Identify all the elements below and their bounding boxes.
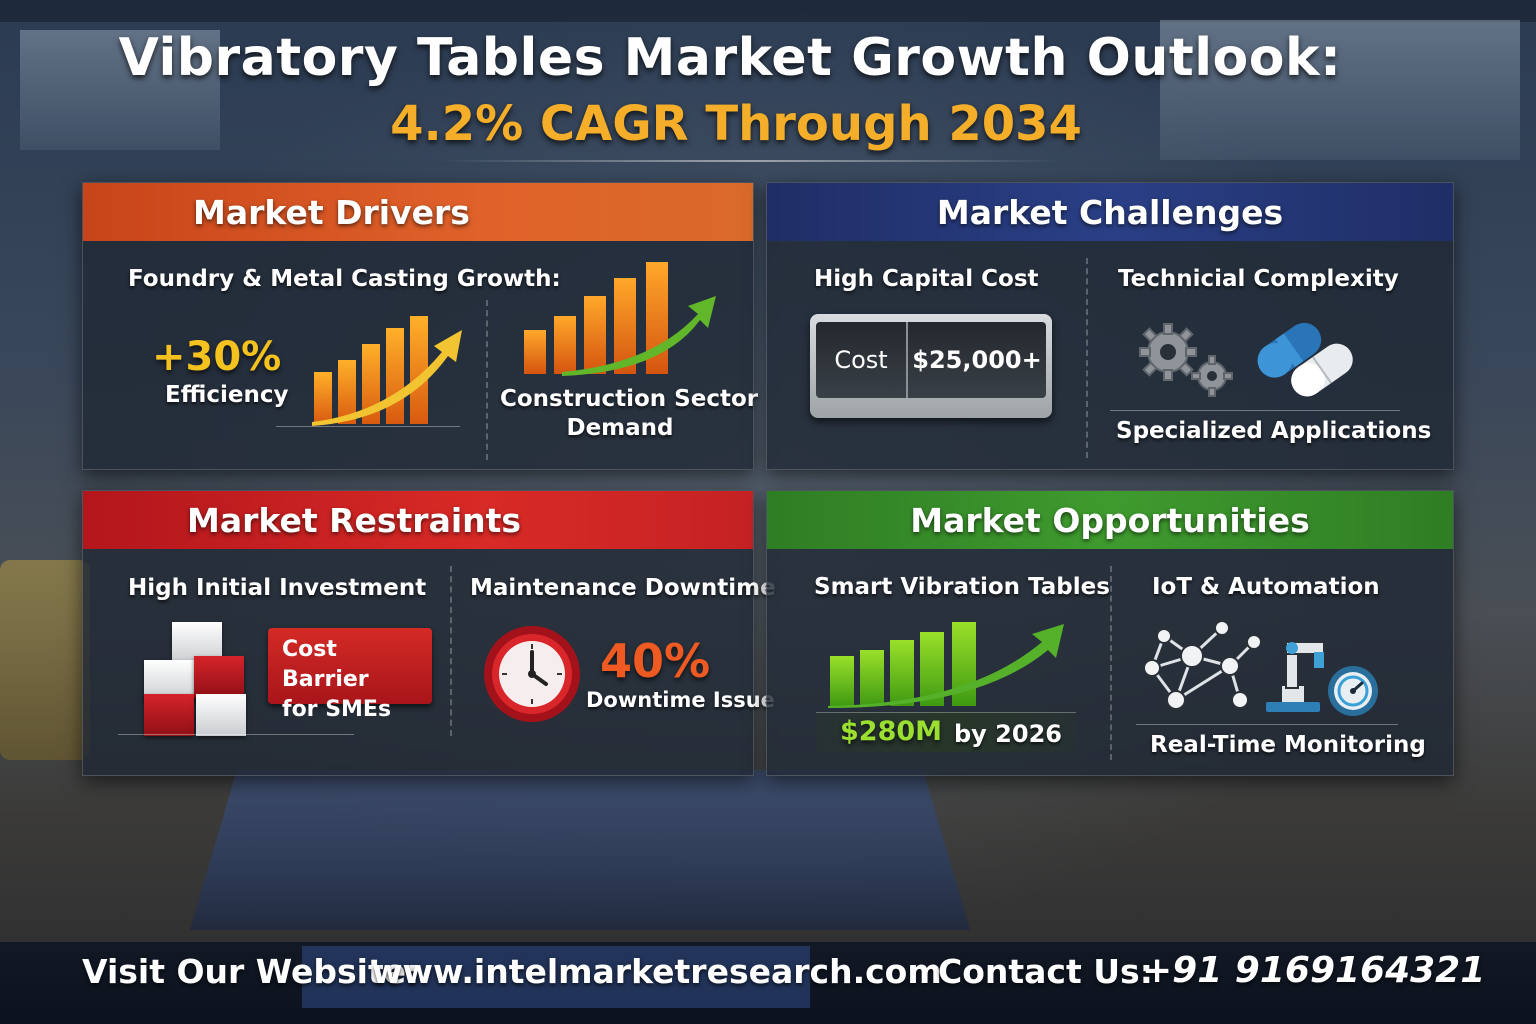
footer-contact-label: Contact Us: [938, 952, 1153, 991]
restraints-rule-left [118, 734, 354, 735]
drivers-panel: Market Drivers [82, 182, 754, 470]
challenges-col1-label: High Capital Cost [814, 266, 1039, 292]
cost-barrier-line1: Cost Barrier [282, 637, 369, 692]
network-icon [1136, 618, 1268, 714]
opportunities-col1-label: Smart Vibration Tables [814, 574, 1110, 600]
restraints-divider [450, 566, 452, 736]
bg-beam [0, 0, 1536, 22]
gauge-icon [1326, 664, 1380, 718]
block [144, 694, 194, 736]
block [196, 694, 246, 736]
restraints-stat: 40% [600, 634, 711, 688]
footer-url-highlight [302, 946, 810, 1008]
drivers-item2-label-line1: Construction Sector [500, 386, 759, 412]
opportunities-value-bar [816, 712, 1076, 752]
cost-display: Cost $25,000+ [810, 314, 1052, 418]
restraints-col2-label: Maintenance Downtime [470, 575, 776, 601]
title-divider [440, 160, 1060, 162]
capsule-icon [1248, 310, 1356, 400]
cost-screen: Cost $25,000+ [816, 322, 1046, 398]
opportunities-col2-caption: Real-Time Monitoring [1150, 732, 1426, 758]
drivers-item1-label: Foundry & Metal Casting Growth: [128, 266, 561, 292]
cost-barrier-badge: Cost Barrier for SMEs [268, 628, 432, 722]
drivers-rule-left [276, 426, 460, 427]
restraints-heading: Market Restraints [83, 491, 753, 549]
drivers-item1-stat-label: Efficiency [165, 382, 289, 408]
block [194, 656, 244, 698]
cost-key: Cost [816, 322, 908, 398]
robot-arm-icon [1258, 626, 1328, 714]
challenges-heading: Market Challenges [767, 183, 1453, 241]
bar-growth-arrow-icon [828, 620, 1068, 708]
footer-website-label: Visit Our Website: [82, 952, 420, 991]
footer-website-link[interactable]: www.intelmarketresearch.com [372, 952, 942, 991]
opportunities-value-suffix: by 2026 [954, 720, 1062, 748]
blocks-icon [142, 620, 248, 736]
drivers-heading: Market Drivers [83, 183, 753, 241]
vibratory-table-image [190, 770, 970, 930]
drivers-item2-label-line2: Demand [566, 415, 674, 441]
bar-growth-arrow-icon [312, 312, 464, 426]
opportunities-heading: Market Opportunities [767, 491, 1453, 549]
challenges-divider [1086, 258, 1088, 458]
opportunities-divider [1110, 566, 1112, 760]
drivers-divider [486, 300, 488, 460]
opportunities-rule [1136, 724, 1398, 725]
bg-window [20, 30, 220, 150]
gears-icon [1138, 322, 1234, 398]
challenges-col2-label: Technicial Complexity [1118, 266, 1399, 292]
drivers-item1-stat: +30% [152, 334, 282, 380]
challenges-rule [1110, 410, 1400, 411]
challenges-col2-caption: Specialized Applications [1116, 418, 1432, 444]
restraints-stat-label: Downtime Issue [586, 688, 775, 712]
cost-barrier-line2: for SMEs [282, 697, 392, 722]
opportunities-col2-label: IoT & Automation [1152, 574, 1380, 600]
footer-phone-link[interactable]: +91 9169164321 [1142, 950, 1486, 991]
bar-growth-arrow-icon [522, 260, 718, 376]
page-title: Vibratory Tables Market Growth Outlook: [118, 28, 1342, 88]
restraints-col1-label: High Initial Investment [128, 575, 427, 601]
clock-icon [482, 624, 582, 724]
page-subtitle: 4.2% CAGR Through 2034 [390, 96, 1082, 152]
cost-value: $25,000+ [912, 346, 1042, 374]
opportunities-value: $280M [840, 716, 943, 747]
bg-machine [0, 560, 90, 760]
bg-window [1160, 20, 1520, 160]
